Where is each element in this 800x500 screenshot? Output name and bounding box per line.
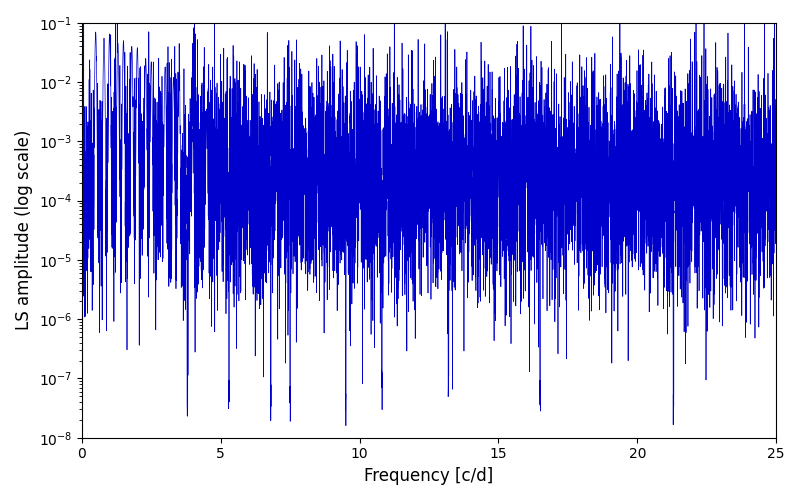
X-axis label: Frequency [c/d]: Frequency [c/d] [364,467,494,485]
Y-axis label: LS amplitude (log scale): LS amplitude (log scale) [15,130,33,330]
